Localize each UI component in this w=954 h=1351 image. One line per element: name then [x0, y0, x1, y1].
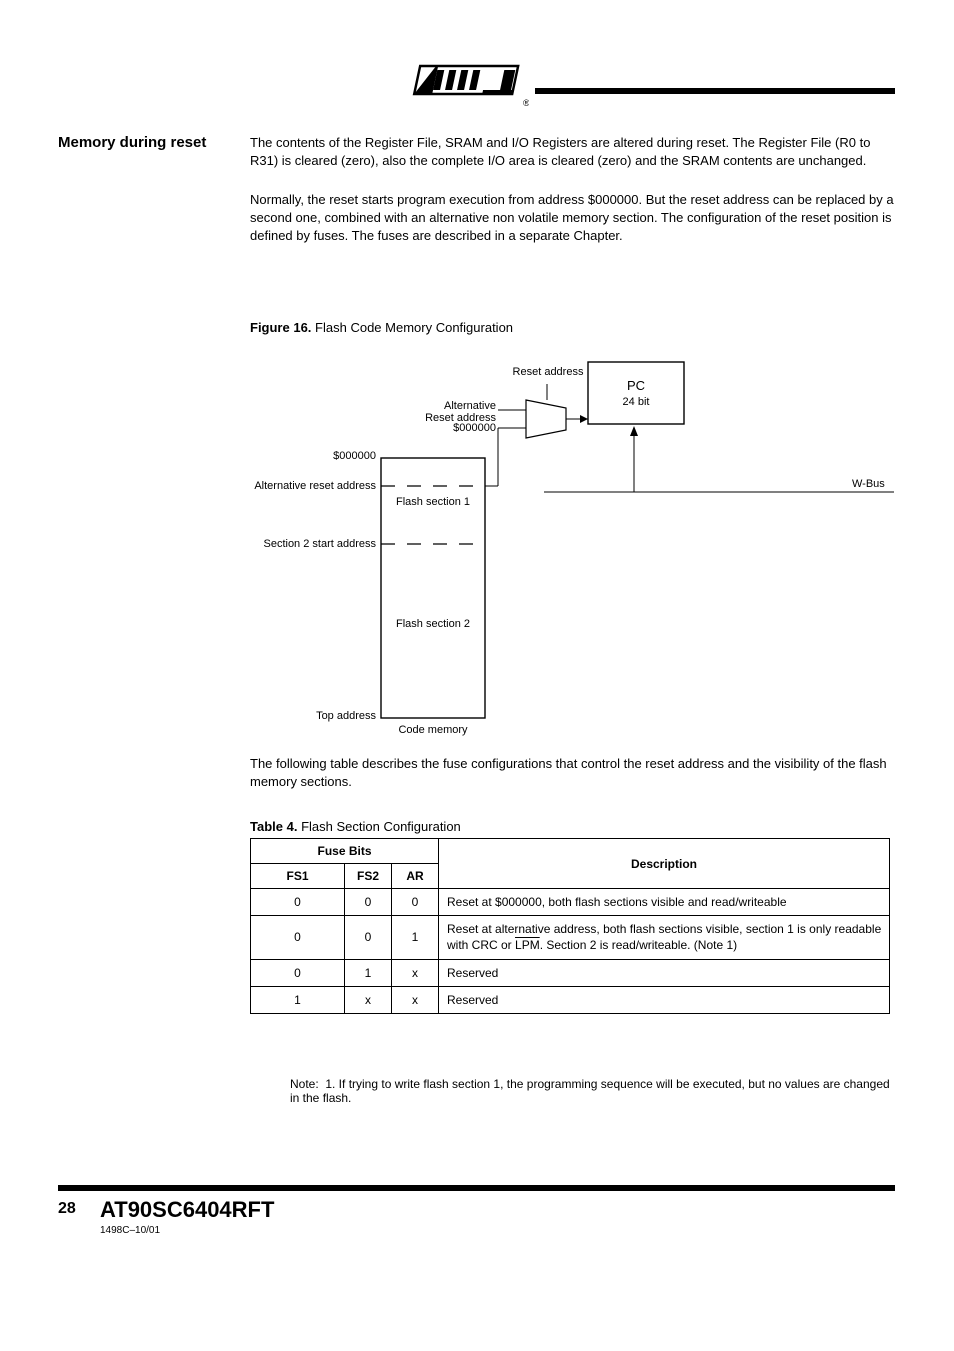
cell-ar: x [392, 986, 439, 1013]
th-fusebits: Fuse Bits [251, 839, 439, 864]
mux-zero-label: $000000 [396, 422, 496, 434]
flash-config-table: Fuse Bits Description FS1 FS2 AR 000Rese… [250, 838, 890, 1014]
memory-config-diagram: Reset address $000000 Alternative reset … [250, 340, 895, 740]
addr-sec2-label: Section 2 start address [250, 538, 376, 550]
cell-fs1: 1 [251, 986, 345, 1013]
cell-fs2: 0 [345, 889, 392, 916]
addr-0-label: $000000 [250, 450, 376, 462]
table-header-row: Fuse Bits Description [251, 839, 890, 864]
paragraph-1: The contents of the Register File, SRAM … [250, 134, 895, 170]
reset-label: Reset address [508, 366, 588, 378]
note-text: 1. If trying to write flash section 1, t… [290, 1077, 890, 1105]
cell-fs2: x [345, 986, 392, 1013]
table-row: 1xxReserved [251, 986, 890, 1013]
table-note: Note: 1. If trying to write flash sectio… [290, 1077, 890, 1105]
code-memory-label: Code memory [381, 724, 485, 736]
note-label: Note: [290, 1077, 322, 1091]
mux-alt-label: Alternative Reset address [396, 400, 496, 424]
th-fs2: FS2 [345, 864, 392, 889]
cell-desc: Reserved [439, 959, 890, 986]
section-heading: Memory during reset [58, 134, 206, 151]
part-number: AT90SC6404RFT [100, 1197, 274, 1223]
mux-alt-line1: Alternative [396, 400, 496, 412]
th-fs1: FS1 [251, 864, 345, 889]
cell-fs2: 1 [345, 959, 392, 986]
header-rule [535, 88, 895, 94]
footer-rule [58, 1185, 895, 1191]
paragraph-3: The following table describes the fuse c… [250, 755, 895, 791]
flash-section-1-label: Flash section 1 [381, 496, 485, 508]
addr-alt-label: Alternative reset address [250, 480, 376, 492]
table-caption: Table 4. Flash Section Configuration [250, 819, 461, 834]
cell-fs1: 0 [251, 916, 345, 959]
table-row: 001Reset at alternative address, both fl… [251, 916, 890, 959]
atmel-logo: ® [411, 62, 529, 110]
doc-number: 1498C–10/01 [100, 1225, 160, 1236]
cell-desc: Reserved [439, 986, 890, 1013]
figure-caption-text: Flash Code Memory Configuration [315, 320, 513, 335]
paragraph-2: Normally, the reset starts program execu… [250, 191, 895, 245]
addr-top-label: Top address [250, 710, 376, 722]
cell-desc: Reset at $000000, both flash sections vi… [439, 889, 890, 916]
svg-text:®: ® [523, 98, 529, 108]
table-body: 000Reset at $000000, both flash sections… [251, 889, 890, 1014]
table-row: 01xReserved [251, 959, 890, 986]
wbus-label: W-Bus [852, 478, 902, 490]
cell-fs1: 0 [251, 889, 345, 916]
figure-caption-label: Figure 16. [250, 320, 311, 335]
cell-ar: 1 [392, 916, 439, 959]
figure-caption: Figure 16. Flash Code Memory Configurati… [250, 320, 513, 335]
cell-ar: x [392, 959, 439, 986]
page-number: 28 [58, 1200, 76, 1218]
cell-ar: 0 [392, 889, 439, 916]
th-ar: AR [392, 864, 439, 889]
cell-desc: Reset at alternative address, both flash… [439, 916, 890, 959]
pc-width-label: 24 bit [588, 396, 684, 408]
flash-section-2-label: Flash section 2 [381, 618, 485, 630]
th-description: Description [439, 839, 890, 889]
table-row: 000Reset at $000000, both flash sections… [251, 889, 890, 916]
cell-fs2: 0 [345, 916, 392, 959]
table-caption-label: Table 4. [250, 819, 297, 834]
pc-box-label: PC [588, 378, 684, 393]
cell-fs1: 0 [251, 959, 345, 986]
table-caption-text: Flash Section Configuration [301, 819, 461, 834]
